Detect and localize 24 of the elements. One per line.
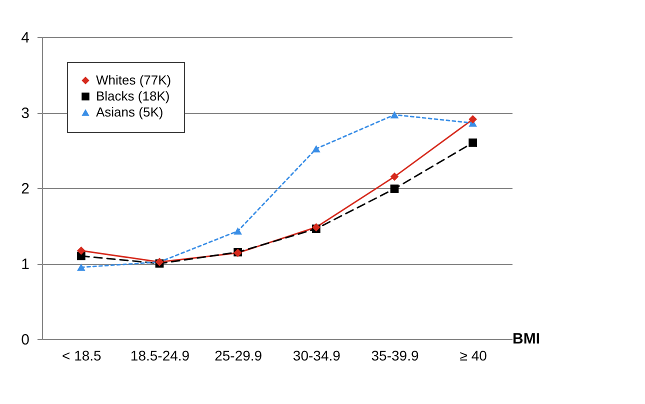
point bbox=[390, 111, 399, 118]
x-tick-label: ≥ 40 bbox=[460, 348, 488, 364]
point bbox=[468, 115, 478, 124]
y-tick-label: 1 bbox=[21, 256, 30, 273]
y-tick-label: 3 bbox=[21, 105, 30, 122]
legend-label: Blacks (18K) bbox=[96, 88, 170, 104]
x-axis-title: BMI bbox=[512, 330, 540, 348]
legend-label: Asians (5K) bbox=[96, 104, 164, 120]
point bbox=[312, 145, 320, 152]
point bbox=[234, 227, 242, 235]
x-tick-label: 18.5-24.9 bbox=[130, 348, 190, 364]
y-tick-label: 4 bbox=[21, 30, 30, 46]
y-tick-label: 2 bbox=[21, 180, 30, 198]
point bbox=[390, 184, 399, 193]
point bbox=[76, 264, 86, 271]
x-tick-label: < 18.5 bbox=[62, 348, 102, 364]
point bbox=[76, 246, 86, 255]
x-tick-label: 35-39.9 bbox=[371, 348, 419, 364]
x-tick-label: 30-34.9 bbox=[292, 348, 341, 364]
point bbox=[390, 172, 399, 181]
legend-label: Whites (77K) bbox=[96, 72, 172, 88]
x-tick-label: 25-29.9 bbox=[214, 348, 262, 364]
y-tick-label: 0 bbox=[21, 332, 30, 348]
point bbox=[468, 138, 478, 147]
